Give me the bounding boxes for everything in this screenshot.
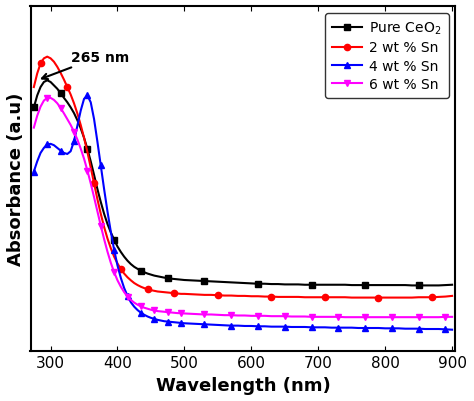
6 wt % Sn [45, 96, 50, 101]
4 wt % Sn [369, 326, 374, 330]
2 wt % Sn [349, 296, 355, 300]
6 wt % Sn [48, 96, 54, 101]
X-axis label: Wavelength (nm): Wavelength (nm) [155, 376, 330, 394]
Pure CeO$_2$ [369, 283, 374, 288]
2 wt % Sn [45, 55, 50, 60]
Line: 4 wt % Sn: 4 wt % Sn [31, 93, 455, 333]
4 wt % Sn [449, 328, 455, 332]
Legend: Pure CeO$_2$, 2 wt % Sn, 4 wt % Sn, 6 wt % Sn: Pure CeO$_2$, 2 wt % Sn, 4 wt % Sn, 6 wt… [325, 14, 448, 98]
2 wt % Sn [322, 295, 328, 300]
2 wt % Sn [172, 291, 177, 296]
2 wt % Sn [48, 57, 54, 62]
2 wt % Sn [449, 294, 455, 299]
2 wt % Sn [64, 85, 70, 90]
Pure CeO$_2$ [31, 105, 36, 110]
6 wt % Sn [31, 126, 36, 131]
2 wt % Sn [375, 296, 381, 300]
6 wt % Sn [322, 315, 328, 320]
Text: 265 nm: 265 nm [42, 51, 129, 80]
4 wt % Sn [38, 151, 44, 156]
Pure CeO$_2$ [322, 283, 328, 288]
Pure CeO$_2$ [64, 101, 70, 105]
Pure CeO$_2$ [449, 283, 455, 288]
4 wt % Sn [322, 325, 328, 330]
6 wt % Sn [342, 315, 348, 320]
Pure CeO$_2$ [172, 277, 177, 282]
6 wt % Sn [64, 117, 70, 122]
Line: Pure CeO$_2$: Pure CeO$_2$ [31, 78, 455, 289]
6 wt % Sn [38, 105, 44, 110]
4 wt % Sn [172, 320, 177, 325]
Line: 6 wt % Sn: 6 wt % Sn [31, 95, 455, 320]
6 wt % Sn [375, 315, 381, 320]
4 wt % Sn [45, 143, 50, 148]
4 wt % Sn [31, 170, 36, 174]
Y-axis label: Absorbance (a.u): Absorbance (a.u) [7, 92, 25, 265]
6 wt % Sn [172, 311, 177, 316]
4 wt % Sn [61, 151, 67, 156]
Pure CeO$_2$ [45, 79, 50, 83]
Pure CeO$_2$ [409, 283, 415, 288]
2 wt % Sn [31, 85, 36, 90]
2 wt % Sn [38, 62, 44, 67]
4 wt % Sn [84, 94, 90, 99]
Pure CeO$_2$ [38, 85, 44, 90]
Line: 2 wt % Sn: 2 wt % Sn [31, 55, 455, 301]
Pure CeO$_2$ [48, 80, 54, 85]
6 wt % Sn [449, 315, 455, 320]
